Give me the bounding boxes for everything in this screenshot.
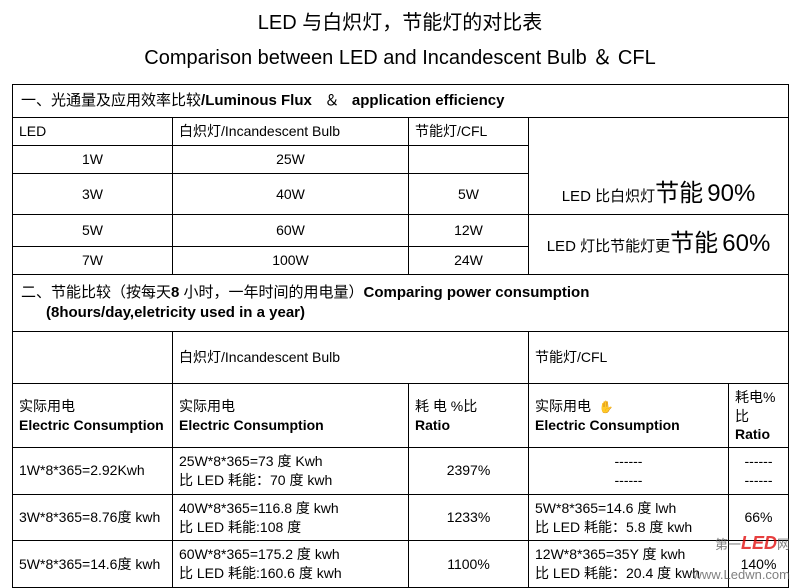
- ratio-en1: Ratio: [415, 417, 450, 433]
- cell-led: 7W: [13, 246, 173, 274]
- section2-cn2: 小时，一年时间的用电量）: [184, 284, 364, 301]
- table-row: 5W*8*365=14.6度 kwh 60W*8*365=175.2 度 kwh…: [13, 541, 789, 588]
- cell-led: 3W: [13, 174, 173, 215]
- cursor-icon: ✋: [599, 400, 614, 416]
- savings1-b: 节能: [655, 180, 703, 207]
- cell-incan: 40W: [173, 174, 409, 215]
- s2-incan: 25W*8*365=73 度 Kwh 比 LED 耗能：70 度 kwh: [173, 447, 409, 494]
- ec-cn3: 实际用电: [535, 398, 591, 414]
- s2-incan: 60W*8*365=175.2 度 kwh 比 LED 耗能:160.6 度 k…: [173, 541, 409, 588]
- sub-led: 实际用电 Electric Consumption: [13, 384, 173, 448]
- section1-header: 一、光通量及应用效率比较/Luminous Flux ＆ application…: [13, 85, 789, 118]
- sub-incan-ratio: 耗 电 %比 Ratio: [409, 384, 529, 448]
- col-cfl: 节能灯/CFL: [409, 118, 529, 146]
- cell-cfl: [409, 146, 529, 174]
- section2-en2: (8hours/day,eletricity used in a year): [46, 304, 305, 321]
- section1-header-cn: 一、光通量及应用效率比较: [21, 92, 201, 109]
- cell-cfl: 5W: [409, 174, 529, 215]
- cfl-en: /CFL: [577, 349, 607, 365]
- cell-incan: 100W: [173, 246, 409, 274]
- title-english: Comparison between LED and Incandescent …: [0, 41, 800, 84]
- s2-cfl: 12W*8*365=35Y 度 kwh 比 LED 耗能：20.4 度 kwh: [529, 541, 729, 588]
- section1-header-en2: application efficiency: [352, 92, 505, 109]
- s2-incan-ratio: 2397%: [409, 447, 529, 494]
- incan-en: /Incandescent Bulb: [221, 349, 340, 365]
- section2-header: 二、节能比较（按每天8 小时，一年时间的用电量）Comparing power …: [13, 274, 789, 332]
- savings2-b: 节能: [670, 230, 718, 257]
- s2-incan-ratio: 1233%: [409, 494, 529, 541]
- savings-60: LED 灯比节能灯更节能 60%: [529, 214, 789, 274]
- savings-spacer: [529, 146, 789, 174]
- section2-subheader-row: 实际用电 Electric Consumption 实际用电 Electric …: [13, 384, 789, 448]
- ratio-en2: Ratio: [735, 426, 770, 442]
- section1-header-row: 一、光通量及应用效率比较/Luminous Flux ＆ application…: [13, 85, 789, 118]
- s2-cfl-ratio: 66%: [729, 494, 789, 541]
- table-row: 1W*8*365=2.92Kwh 25W*8*365=73 度 Kwh 比 LE…: [13, 447, 789, 494]
- col-incandescent: 白炽灯/Incandescent Bulb: [173, 118, 409, 146]
- section2-cn1: 二、节能比较（按每天: [21, 284, 171, 301]
- s2-incan-ratio: 1100%: [409, 541, 529, 588]
- cell-incan: 60W: [173, 214, 409, 246]
- table-row: 5W 60W 12W LED 灯比节能灯更节能 60%: [13, 214, 789, 246]
- table-row: 3W*8*365=8.76度 kwh 40W*8*365=116.8 度 kwh…: [13, 494, 789, 541]
- ec-cn2: 实际用电: [179, 398, 235, 414]
- section2-cfl-header: 节能灯/CFL: [529, 332, 789, 384]
- savings2-a: LED 灯比节能灯更: [547, 238, 670, 255]
- section2-bold8: 8: [171, 284, 179, 301]
- section1-amp: ＆: [324, 92, 339, 109]
- section1-col-header-row: LED 白炽灯/Incandescent Bulb 节能灯/CFL: [13, 118, 789, 146]
- table-row: 1W 25W: [13, 146, 789, 174]
- cell-led: 1W: [13, 146, 173, 174]
- sub-cfl: 实际用电 ✋ Electric Consumption: [529, 384, 729, 448]
- cell-incan: 25W: [173, 146, 409, 174]
- col-led: LED: [13, 118, 173, 146]
- ec-en1: Electric Consumption: [19, 417, 164, 433]
- s2-cfl: ------ ------: [529, 447, 729, 494]
- s2-cfl-ratio: ------ ------: [729, 447, 789, 494]
- savings1-a: LED 比白炽灯: [562, 188, 655, 205]
- sub-incan: 实际用电 Electric Consumption: [173, 384, 409, 448]
- incan-cn: 白炽灯: [179, 349, 221, 365]
- cell-cfl: 12W: [409, 214, 529, 246]
- section1-header-en1: Luminous Flux: [205, 92, 312, 109]
- cell-led: 5W: [13, 214, 173, 246]
- savings-90: LED 比白炽灯节能 90%: [529, 174, 789, 215]
- s2-cfl: 5W*8*365=14.6 度 lwh 比 LED 耗能：5.8 度 kwh: [529, 494, 729, 541]
- sub-cfl-ratio: 耗电%比 Ratio: [729, 384, 789, 448]
- section2-top-header-row: 白炽灯/Incandescent Bulb 节能灯/CFL: [13, 332, 789, 384]
- s2-cfl-ratio: 140%: [729, 541, 789, 588]
- col-savings-top: [529, 118, 789, 146]
- section2-incan-header: 白炽灯/Incandescent Bulb: [173, 332, 529, 384]
- cell-cfl: 24W: [409, 246, 529, 274]
- savings1-c: 90%: [707, 180, 755, 207]
- table-row: 3W 40W 5W LED 比白炽灯节能 90%: [13, 174, 789, 215]
- s2-incan: 40W*8*365=116.8 度 kwh 比 LED 耗能:108 度: [173, 494, 409, 541]
- savings2-c: 60%: [722, 230, 770, 257]
- cfl-cn: 节能灯: [535, 349, 577, 365]
- ec-en3: Electric Consumption: [535, 417, 680, 433]
- section2-header-row: 二、节能比较（按每天8 小时，一年时间的用电量）Comparing power …: [13, 274, 789, 332]
- ec-cn1: 实际用电: [19, 398, 75, 414]
- ec-en2: Electric Consumption: [179, 417, 324, 433]
- ratio-cn2: 耗电%比: [735, 389, 775, 423]
- s2-led: 5W*8*365=14.6度 kwh: [13, 541, 173, 588]
- ratio-cn1: 耗 电 %比: [415, 398, 477, 414]
- section2-en1: Comparing power consumption: [364, 284, 590, 301]
- s2-led: 1W*8*365=2.92Kwh: [13, 447, 173, 494]
- s2-led: 3W*8*365=8.76度 kwh: [13, 494, 173, 541]
- section2-blank: [13, 332, 173, 384]
- title-chinese: LED 与白炽灯，节能灯的对比表: [0, 0, 800, 41]
- comparison-table: 一、光通量及应用效率比较/Luminous Flux ＆ application…: [12, 84, 789, 588]
